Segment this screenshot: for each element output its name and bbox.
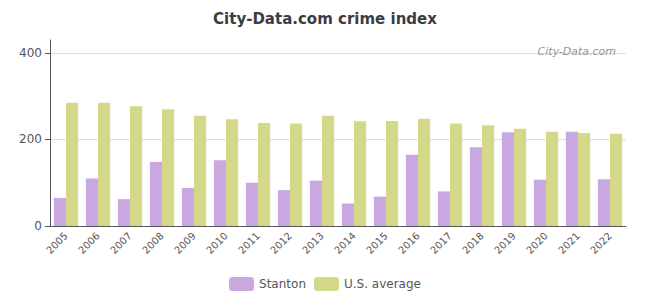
svg-text:2018: 2018 bbox=[460, 230, 486, 256]
svg-text:U.S. average: U.S. average bbox=[344, 277, 421, 291]
svg-text:Stanton: Stanton bbox=[259, 277, 306, 291]
svg-text:City-Data.com crime index: City-Data.com crime index bbox=[213, 10, 437, 28]
svg-text:2012: 2012 bbox=[268, 230, 294, 256]
svg-text:2019: 2019 bbox=[492, 230, 518, 256]
svg-text:2014: 2014 bbox=[332, 230, 358, 256]
svg-text:2013: 2013 bbox=[300, 230, 326, 256]
svg-text:2015: 2015 bbox=[364, 230, 390, 256]
svg-text:0: 0 bbox=[34, 219, 42, 233]
svg-text:200: 200 bbox=[19, 132, 42, 146]
svg-text:400: 400 bbox=[19, 46, 42, 60]
svg-text:2008: 2008 bbox=[140, 230, 166, 256]
svg-text:2005: 2005 bbox=[44, 230, 70, 256]
svg-text:2011: 2011 bbox=[236, 230, 262, 256]
svg-text:2010: 2010 bbox=[204, 230, 230, 256]
svg-text:2022: 2022 bbox=[588, 230, 614, 256]
svg-text:2009: 2009 bbox=[172, 230, 198, 256]
svg-text:2016: 2016 bbox=[396, 230, 422, 256]
svg-text:2021: 2021 bbox=[556, 230, 582, 256]
svg-text:2020: 2020 bbox=[524, 230, 550, 256]
svg-text:City-Data.com: City-Data.com bbox=[538, 45, 616, 58]
svg-text:2006: 2006 bbox=[76, 230, 102, 256]
svg-text:2017: 2017 bbox=[428, 230, 454, 256]
svg-text:2007: 2007 bbox=[108, 230, 134, 256]
